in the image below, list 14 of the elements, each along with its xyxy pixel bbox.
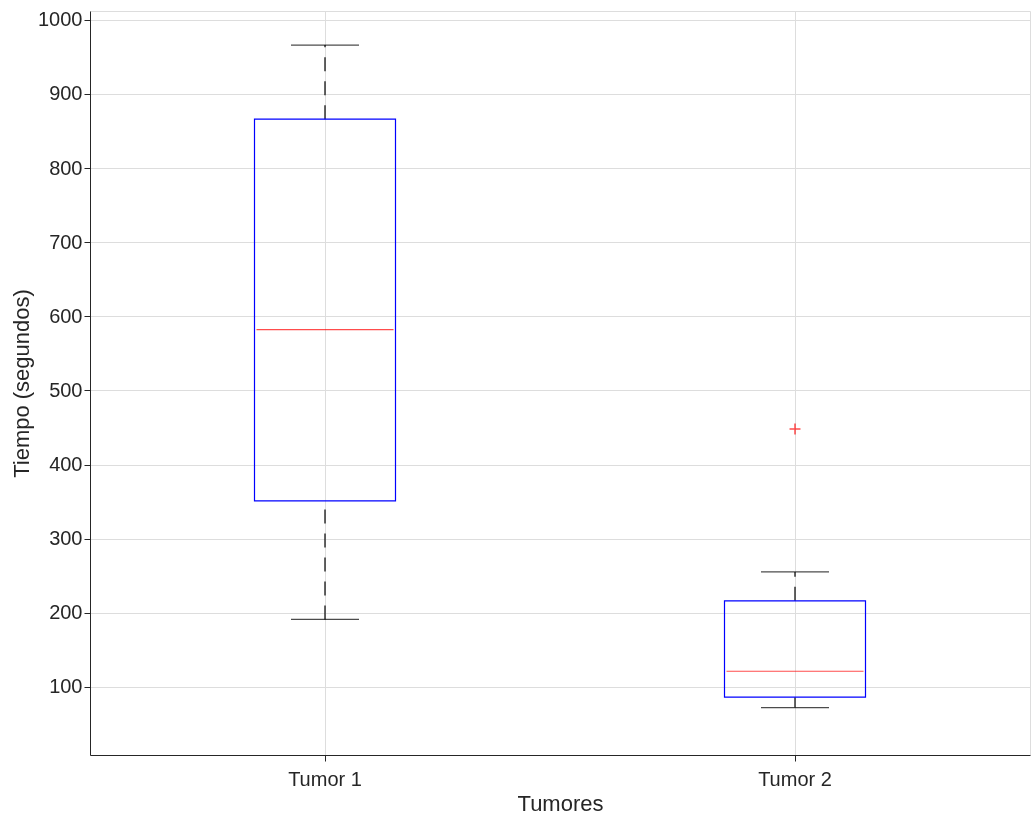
- y-tick-label: 800: [49, 156, 83, 179]
- y-tick-label: 1000: [38, 8, 83, 31]
- y-tick-label: 900: [49, 82, 83, 105]
- x-tick-label: Tumor 1: [288, 767, 362, 790]
- y-tick-label: 600: [49, 304, 83, 327]
- x-axis-title: Tumores: [517, 790, 604, 816]
- y-tick-label: 300: [49, 527, 83, 550]
- y-tick-label: 100: [49, 675, 83, 698]
- y-tick-label: 500: [49, 378, 83, 401]
- y-axis-title: Tiempo (segundos): [9, 289, 35, 478]
- y-tick-label: 700: [49, 230, 83, 253]
- y-tick-label: 400: [49, 453, 83, 476]
- x-tick-label: Tumor 2: [758, 767, 832, 790]
- y-tick-label: 200: [49, 601, 83, 624]
